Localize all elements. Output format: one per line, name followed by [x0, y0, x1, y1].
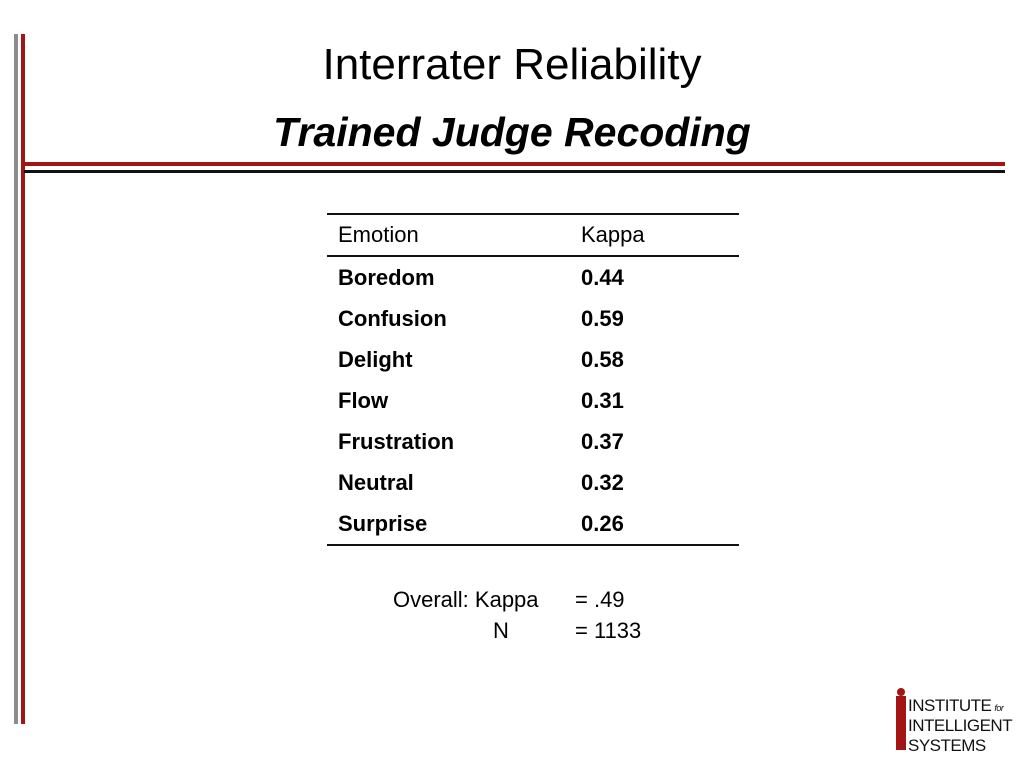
kappa-cell: 0.44: [581, 264, 624, 290]
emotion-cell: Flow: [338, 387, 389, 413]
overall-n-value: = 1133: [575, 618, 642, 643]
table-row: Confusion 0.59: [327, 298, 739, 339]
kappa-cell: 0.59: [581, 305, 624, 331]
header-kappa: Kappa: [581, 222, 645, 247]
slide-title: Interrater Reliability: [322, 40, 702, 89]
table-header-rule: [327, 255, 739, 257]
logo-i-mark: [896, 696, 906, 750]
emotion-cell: Neutral: [338, 469, 414, 495]
overall-n-label: N: [493, 618, 509, 643]
emotion-cell: Frustration: [338, 428, 455, 454]
header-emotion: Emotion: [338, 222, 419, 247]
table-row: Boredom 0.44: [327, 257, 739, 298]
overall-kappa-value: = .49: [575, 587, 625, 612]
table-row: Surprise 0.26: [327, 503, 739, 544]
emotion-cell: Delight: [338, 346, 413, 372]
logo-dot: [897, 688, 905, 696]
table-row: Frustration 0.37: [327, 421, 739, 462]
institute-logo: INSTITUTE for INTELLIGENT SYSTEMS: [896, 688, 1016, 760]
kappa-cell: 0.32: [581, 469, 624, 495]
logo-text-institute: INSTITUTE: [908, 696, 992, 715]
table-top-rule: [327, 213, 739, 215]
table-row: Neutral 0.32: [327, 462, 739, 503]
table-row: Delight 0.58: [327, 339, 739, 380]
logo-line-2: INTELLIGENT: [908, 716, 1013, 735]
kappa-table: Emotion Kappa Boredom 0.44 Confusion 0.5…: [327, 213, 739, 546]
logo-text-for: for: [994, 703, 1004, 713]
logo-line-3: SYSTEMS: [908, 736, 986, 755]
emotion-cell: Surprise: [338, 510, 428, 536]
left-red-bar: [21, 34, 25, 724]
title-black-rule: [24, 170, 1005, 173]
emotion-cell: Confusion: [338, 305, 447, 331]
left-gray-bar: [14, 34, 18, 724]
slide-subtitle: Trained Judge Recoding: [273, 109, 751, 155]
kappa-cell: 0.31: [581, 387, 624, 413]
kappa-cell: 0.37: [581, 428, 624, 454]
table-header-row: Emotion Kappa: [327, 215, 739, 255]
table-body: Boredom 0.44 Confusion 0.59 Delight 0.58…: [327, 257, 739, 544]
kappa-cell: 0.26: [581, 510, 624, 536]
table-row: Flow 0.31: [327, 380, 739, 421]
overall-kappa-label: Overall: Kappa: [393, 587, 539, 612]
logo-line-1: INSTITUTE for: [908, 696, 1004, 718]
kappa-cell: 0.58: [581, 346, 624, 372]
table-bottom-rule: [327, 544, 739, 546]
emotion-cell: Boredom: [338, 264, 435, 290]
title-red-rule: [24, 162, 1005, 166]
